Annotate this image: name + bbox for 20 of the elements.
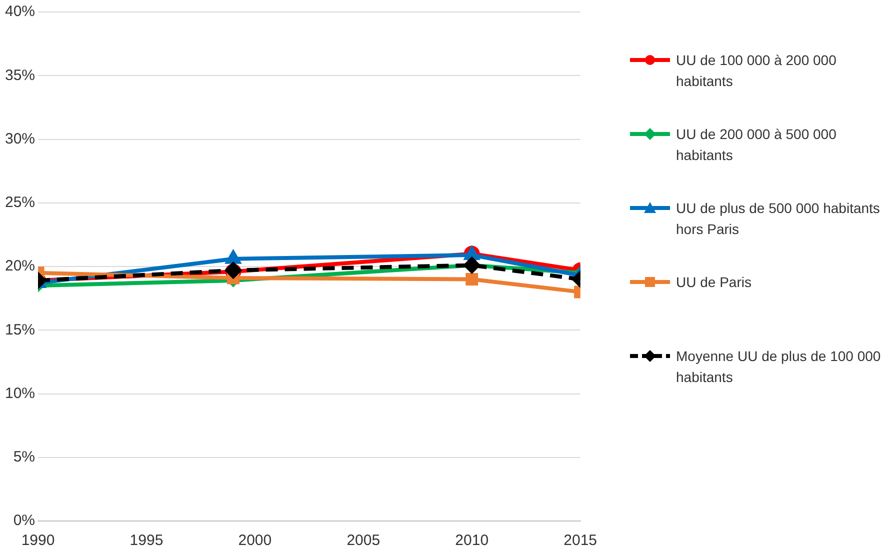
y-tick-label: 15% <box>4 321 36 338</box>
legend-label: UU de 100 000 à 200 000 habitants <box>676 51 838 91</box>
y-tick-label: 5% <box>13 448 36 466</box>
x-tick-label: 2005 <box>346 532 380 550</box>
y-tick-label: 20% <box>4 258 36 275</box>
x-tick-label: 2010 <box>455 532 489 550</box>
y-tick-label: 35% <box>4 66 36 84</box>
legend-label: Moyenne UU de plus de 100 000 habitants <box>676 347 882 387</box>
x-tick-label: 2000 <box>238 532 272 550</box>
x-tick-label: 1990 <box>21 532 55 550</box>
y-tick-label: 25% <box>4 194 36 212</box>
x-tick-label: 2015 <box>564 532 598 550</box>
x-tick-label: 1995 <box>130 532 164 550</box>
y-tick-label: 40% <box>4 3 36 20</box>
y-tick-label: 0% <box>13 512 36 530</box>
y-tick-label: 10% <box>4 384 36 402</box>
legend-label: UU de plus de 500 000 habitants hors Paris <box>676 199 881 239</box>
legend-label: UU de 200 000 à 500 000 habitants <box>676 125 838 165</box>
y-tick-label: 30% <box>4 130 36 148</box>
legend-label: UU de Paris <box>676 273 752 292</box>
